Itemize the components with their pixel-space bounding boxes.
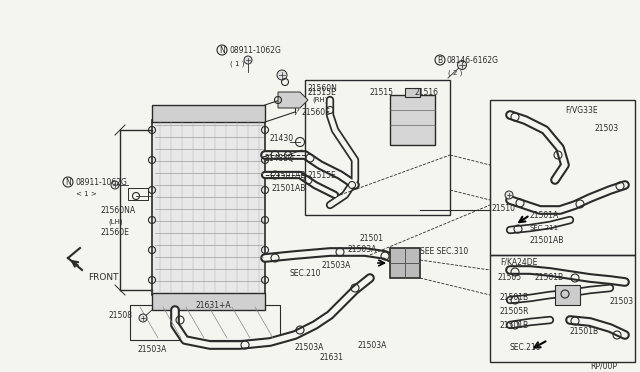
Text: 21560N: 21560N bbox=[308, 83, 338, 93]
Text: 21516: 21516 bbox=[415, 87, 439, 96]
Polygon shape bbox=[555, 285, 580, 305]
Polygon shape bbox=[405, 88, 420, 97]
Bar bbox=[305, 80, 450, 215]
Text: 21510: 21510 bbox=[492, 203, 516, 212]
Text: 21515E: 21515E bbox=[308, 87, 337, 96]
Text: 21501A: 21501A bbox=[530, 211, 559, 219]
Text: 21501AB: 21501AB bbox=[530, 235, 564, 244]
Text: 21501B: 21501B bbox=[570, 327, 599, 337]
Polygon shape bbox=[152, 293, 265, 310]
Text: SEC.210: SEC.210 bbox=[510, 343, 541, 353]
Text: 21505R: 21505R bbox=[500, 308, 529, 317]
Text: 21501B: 21501B bbox=[500, 321, 529, 330]
Text: RP/00P: RP/00P bbox=[590, 362, 617, 371]
Text: 21501AB: 21501AB bbox=[272, 170, 307, 180]
Text: 21501B: 21501B bbox=[500, 294, 529, 302]
Circle shape bbox=[139, 314, 147, 322]
Text: 21515E: 21515E bbox=[308, 170, 337, 180]
Text: 21503A: 21503A bbox=[358, 340, 387, 350]
Text: 21503A: 21503A bbox=[322, 260, 351, 269]
Text: 21503A: 21503A bbox=[348, 246, 378, 254]
Circle shape bbox=[458, 61, 467, 70]
Text: SEC.211: SEC.211 bbox=[530, 225, 559, 231]
Text: 21501: 21501 bbox=[360, 234, 384, 243]
Text: 21503A: 21503A bbox=[138, 346, 168, 355]
Text: 08911-1062G: 08911-1062G bbox=[229, 45, 281, 55]
Text: SEE SEC.310: SEE SEC.310 bbox=[420, 247, 468, 257]
Polygon shape bbox=[390, 95, 435, 145]
Polygon shape bbox=[152, 120, 265, 295]
Text: 21503: 21503 bbox=[610, 298, 634, 307]
Text: 21560E: 21560E bbox=[302, 108, 331, 116]
Text: 21631: 21631 bbox=[320, 353, 344, 362]
Polygon shape bbox=[152, 105, 265, 122]
Circle shape bbox=[111, 181, 119, 189]
Circle shape bbox=[277, 70, 287, 80]
Polygon shape bbox=[390, 248, 420, 278]
Text: 21503A: 21503A bbox=[295, 343, 324, 353]
Text: 21560E: 21560E bbox=[100, 228, 129, 237]
Text: ( 1 ): ( 1 ) bbox=[230, 61, 244, 67]
Text: N: N bbox=[219, 45, 225, 55]
Text: (LH): (LH) bbox=[108, 219, 123, 225]
Text: 21508: 21508 bbox=[108, 311, 132, 321]
Text: 21503: 21503 bbox=[595, 124, 619, 132]
Text: ( 2 ): ( 2 ) bbox=[448, 70, 462, 76]
Text: 08146-6162G: 08146-6162G bbox=[447, 55, 499, 64]
Text: 21515: 21515 bbox=[370, 87, 394, 96]
Text: 21430: 21430 bbox=[270, 134, 294, 142]
Bar bbox=[490, 255, 635, 362]
Text: 21560NA: 21560NA bbox=[100, 205, 135, 215]
Circle shape bbox=[244, 56, 252, 64]
Text: (RH): (RH) bbox=[312, 97, 328, 103]
Text: SEC.210: SEC.210 bbox=[290, 269, 321, 278]
Circle shape bbox=[505, 191, 513, 199]
Text: F/KA24DE: F/KA24DE bbox=[500, 257, 538, 266]
Text: 08911-1062G: 08911-1062G bbox=[75, 177, 127, 186]
Text: B: B bbox=[437, 55, 443, 64]
Text: 21505: 21505 bbox=[498, 273, 522, 282]
Text: F/VG33E: F/VG33E bbox=[565, 106, 598, 115]
Text: 21501B: 21501B bbox=[535, 273, 564, 282]
Text: FRONT: FRONT bbox=[88, 273, 118, 282]
Text: 21631+A: 21631+A bbox=[195, 301, 230, 310]
Text: < 1 >: < 1 > bbox=[76, 191, 97, 197]
Polygon shape bbox=[278, 92, 308, 108]
Text: 21501AB: 21501AB bbox=[272, 183, 307, 192]
Text: 21488Q: 21488Q bbox=[265, 154, 295, 163]
Bar bbox=[490, 100, 635, 255]
Text: N: N bbox=[65, 177, 71, 186]
